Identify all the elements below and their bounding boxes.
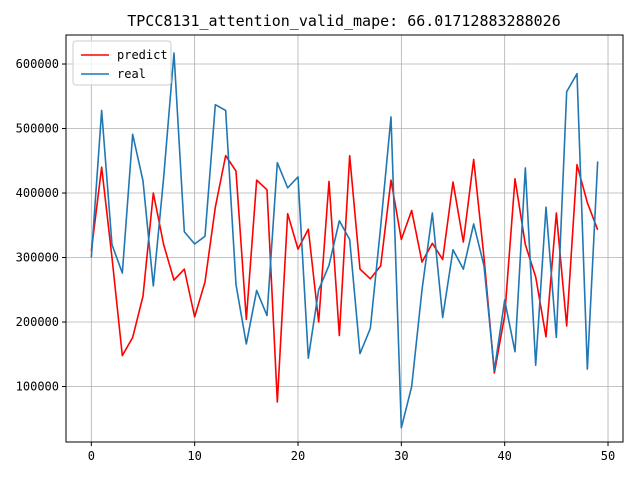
plot-frame: [65, 34, 624, 443]
axis-ticks: 0 10 20 30 40 50 100000 200000 300000 400000 50000…: [16, 57, 616, 463]
legend-label-predict: predict: [117, 48, 168, 62]
series-line-real: [90, 52, 599, 429]
x-tick-label: 10: [187, 449, 201, 463]
chart-title: TPCC8131_attention_valid_mape: 66.017128…: [127, 12, 560, 30]
x-tick-label: 0: [88, 449, 95, 463]
legend-label-real: real: [117, 67, 146, 81]
x-tick-label: 40: [497, 449, 511, 463]
x-tick-label: 50: [601, 449, 615, 463]
series-lines: [90, 52, 599, 429]
x-tick-label: 20: [291, 449, 305, 463]
y-tick-label: 200000: [16, 315, 59, 329]
x-tick-label: 30: [394, 449, 408, 463]
y-tick-label: 400000: [16, 186, 59, 200]
y-tick-label: 300000: [16, 251, 59, 265]
y-tick-label: 600000: [16, 57, 59, 71]
series-line-predict: [90, 154, 599, 403]
y-tick-label: 500000: [16, 122, 59, 136]
y-tick-label: 100000: [16, 380, 59, 394]
legend: predict real: [72, 40, 172, 86]
